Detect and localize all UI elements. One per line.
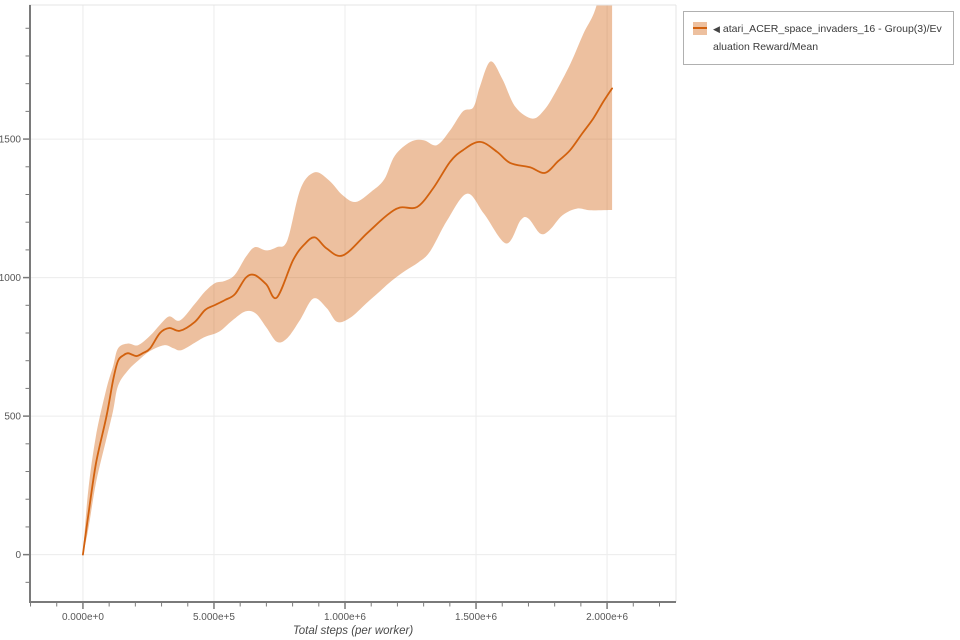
svg-text:500: 500	[4, 412, 21, 423]
svg-text:1000: 1000	[0, 273, 21, 284]
legend-line-swatch	[693, 27, 707, 29]
x-axis: 0.000e+0 5.000e+5 1.000e+6 1.500e+6 2.000e+6	[29, 601, 676, 623]
svg-text:0.000e+0: 0.000e+0	[62, 612, 104, 623]
legend-run-name: atari_ACER_space_invaders_16 - Group(3)/…	[713, 23, 942, 53]
legend-band-swatch	[693, 22, 707, 35]
legend-box: ◀ atari_ACER_space_invaders_16 - Group(3)…	[683, 11, 954, 65]
plot-border	[29, 4, 677, 602]
triangle-left-icon: ◀	[713, 24, 720, 34]
x-axis-title: Total steps (per worker)	[293, 625, 414, 637]
svg-text:1.500e+6: 1.500e+6	[455, 612, 497, 623]
legend-item[interactable]: ◀ atari_ACER_space_invaders_16 - Group(3)…	[693, 20, 945, 56]
svg-text:1500: 1500	[0, 135, 21, 146]
y-axis: 0 500 1000 1500	[0, 5, 31, 603]
svg-text:0: 0	[15, 550, 21, 561]
gridlines	[30, 5, 676, 602]
svg-text:2.000e+6: 2.000e+6	[586, 612, 628, 623]
series-mean-line	[82, 87, 613, 556]
legend-label: ◀ atari_ACER_space_invaders_16 - Group(3)…	[713, 20, 945, 56]
svg-text:5.000e+5: 5.000e+5	[193, 612, 235, 623]
svg-text:1.000e+6: 1.000e+6	[324, 612, 366, 623]
